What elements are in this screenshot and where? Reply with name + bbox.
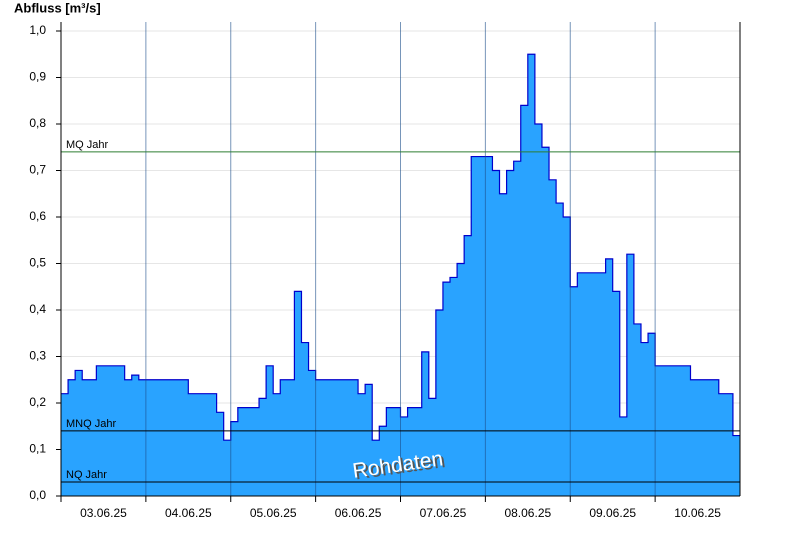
reference-label: MQ Jahr: [66, 139, 109, 151]
y-tick-label: 0,5: [29, 256, 46, 270]
x-tick-label: 03.06.25: [80, 506, 127, 520]
chart-title: Abfluss [m³/s]: [14, 0, 101, 15]
y-tick-label: 0,2: [29, 395, 46, 409]
area-line: [61, 53, 740, 441]
x-tick-label: 04.06.25: [165, 506, 212, 520]
x-tick-label: 10.06.25: [674, 506, 721, 520]
y-tick-label: 0,8: [29, 116, 46, 130]
reference-label: MNQ Jahr: [66, 418, 116, 430]
x-tick-label: 05.06.25: [250, 506, 297, 520]
y-tick-label: 0,1: [29, 442, 46, 456]
x-tick-label: 07.06.25: [420, 506, 467, 520]
x-tick-label: 08.06.25: [504, 506, 551, 520]
x-tick-label: 09.06.25: [589, 506, 636, 520]
y-tick-label: 0,7: [29, 163, 46, 177]
y-tick-label: 0,3: [29, 349, 46, 363]
y-tick-label: 1,0: [29, 23, 46, 37]
x-tick-label: 06.06.25: [335, 506, 382, 520]
reference-label: NQ Jahr: [66, 469, 107, 481]
y-tick-label: 0,4: [29, 302, 46, 316]
y-tick-label: 0,6: [29, 209, 46, 223]
y-tick-label: 0,0: [29, 488, 46, 502]
y-tick-label: 0,9: [29, 70, 46, 84]
